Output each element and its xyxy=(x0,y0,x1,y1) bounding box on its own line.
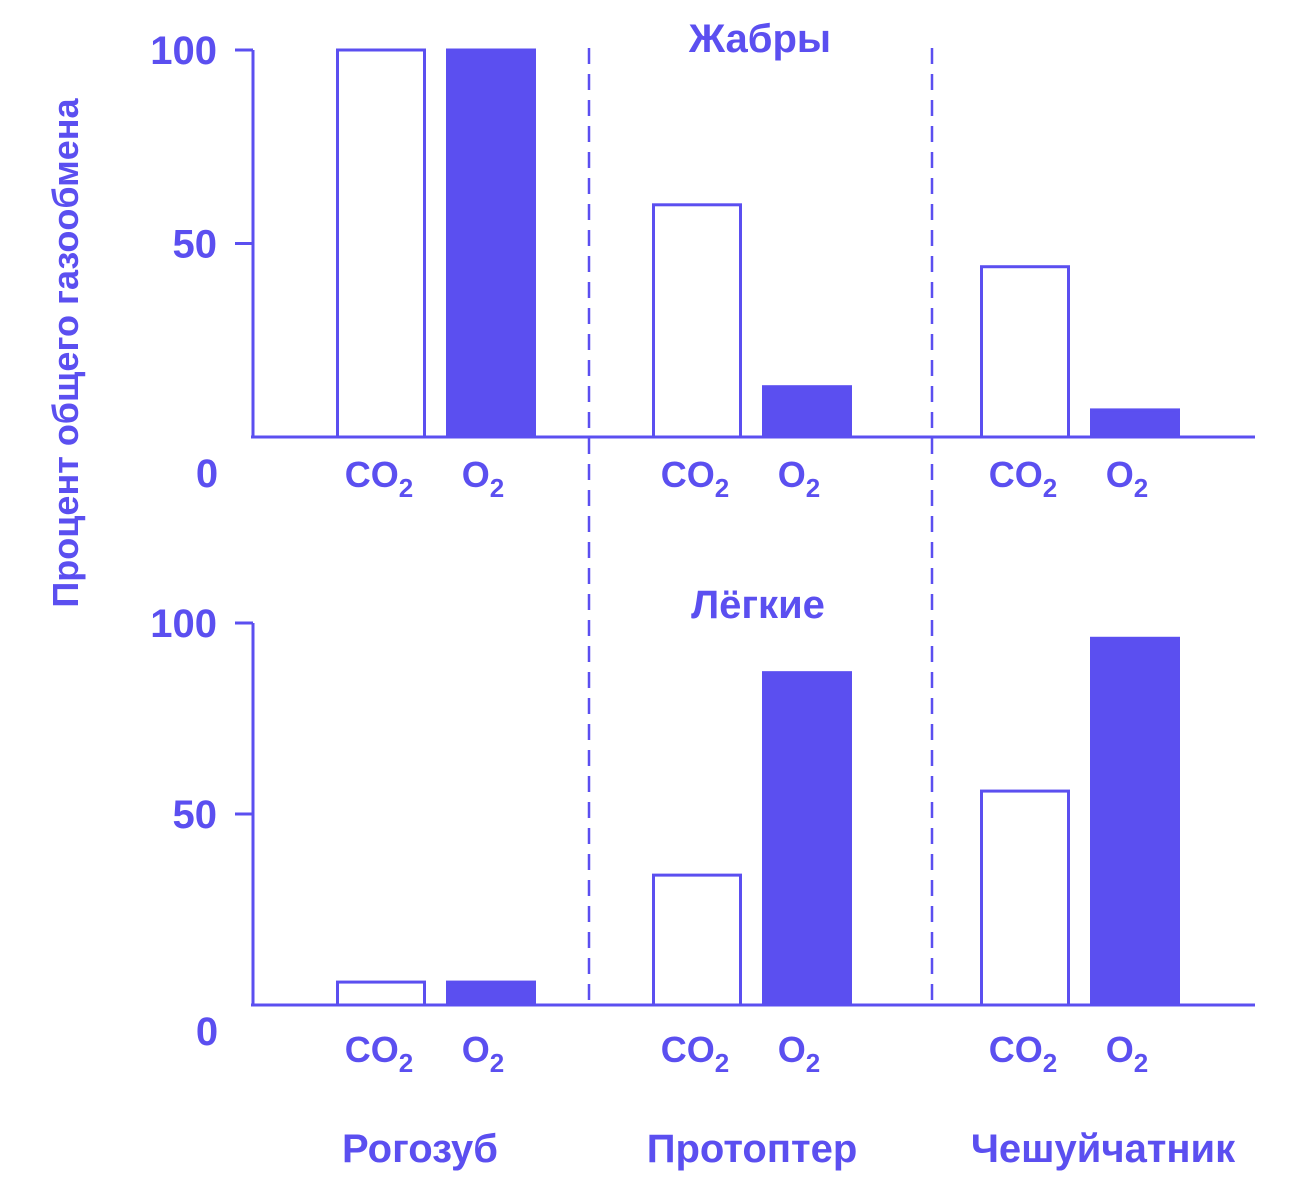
gas-label-co2: CO2 xyxy=(345,454,413,503)
bar-co2 xyxy=(980,265,1070,439)
y-tick-label: 0 xyxy=(196,452,218,496)
y-tick-label: 0 xyxy=(196,1010,218,1054)
y-tick-label: 50 xyxy=(173,223,218,267)
group-label: Чешуйчатник xyxy=(971,1127,1236,1171)
gas-label-o2: O2 xyxy=(1106,454,1148,503)
bar-o2 xyxy=(1090,408,1180,439)
gas-label-o2: O2 xyxy=(778,1029,820,1078)
bar-o2 xyxy=(446,48,536,439)
gas-label-co2: CO2 xyxy=(661,1029,729,1078)
bar-co2 xyxy=(336,48,426,439)
panel-title: Жабры xyxy=(688,17,831,61)
gas-label-co2: CO2 xyxy=(989,1029,1057,1078)
bar-co2 xyxy=(652,203,742,439)
panel-title: Лёгкие xyxy=(691,583,825,627)
y-tick-label: 100 xyxy=(150,29,217,73)
bar-co2 xyxy=(336,980,426,1007)
bar-co2 xyxy=(652,873,742,1007)
gas-label-co2: CO2 xyxy=(661,454,729,503)
y-tick-label: 50 xyxy=(173,793,218,837)
group-label: Рогозуб xyxy=(342,1127,498,1171)
bar-o2 xyxy=(762,385,852,439)
y-tick-label: 100 xyxy=(150,602,217,646)
bar-o2 xyxy=(446,980,536,1007)
panel-gills: 0 50 100 Жабры CO2 O2 CO2 O2 CO2 O2 xyxy=(150,17,1255,503)
bar-o2 xyxy=(1090,636,1180,1007)
y-axis-label: Процент общего газообмена xyxy=(45,97,86,607)
group-label: Протоптер xyxy=(647,1127,858,1171)
group-labels: Рогозуб Протоптер Чешуйчатник xyxy=(342,1127,1236,1171)
gas-label-o2: O2 xyxy=(462,1029,504,1078)
gas-label-co2: CO2 xyxy=(989,454,1057,503)
gas-label-o2: O2 xyxy=(778,454,820,503)
gas-label-o2: O2 xyxy=(462,454,504,503)
gas-label-o2: O2 xyxy=(1106,1029,1148,1078)
panel-lungs: 0 50 100 Лёгкие CO2 O2 CO2 O2 CO2 O2 xyxy=(150,583,1255,1078)
gas-label-co2: CO2 xyxy=(345,1029,413,1078)
bar-o2 xyxy=(762,671,852,1007)
bar-co2 xyxy=(980,789,1070,1007)
